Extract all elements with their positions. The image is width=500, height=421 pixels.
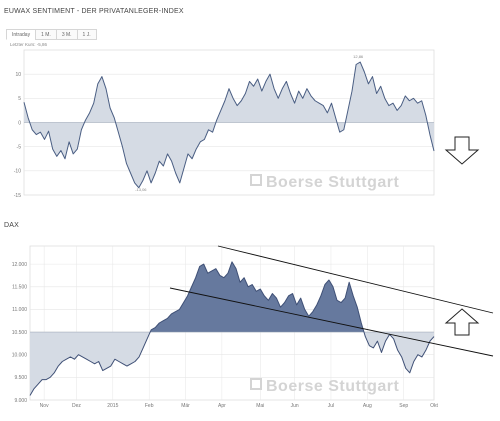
sentiment-annotation: 12,86 xyxy=(353,54,364,59)
dax-ytick-label: 11.500 xyxy=(12,285,27,291)
tab-intraday[interactable]: Intraday xyxy=(6,29,36,40)
dax-xtick-label: Sep xyxy=(399,403,408,409)
dax-xtick-label: Mär xyxy=(181,403,190,409)
dax-ytick-label: 9.500 xyxy=(14,375,27,381)
watermark-logo-icon xyxy=(250,378,262,390)
sentiment-watermark-text: Boerse Stuttgart xyxy=(266,174,400,191)
watermark-logo-icon xyxy=(250,174,262,186)
dax-ytick-label: 11.000 xyxy=(12,307,27,313)
sentiment-ytick-label: -10 xyxy=(14,169,21,175)
sentiment-title: EUWAX SENTIMENT - DER PRIVATANLEGER-INDE… xyxy=(4,8,184,15)
dax-xtick-label: Nov xyxy=(40,403,49,409)
sentiment-ytick-label: 0 xyxy=(18,120,21,126)
dax-ytick-label: 9.000 xyxy=(14,398,27,404)
sentiment-ytick-label: -5 xyxy=(17,144,22,150)
sentiment-annotation: -13,06 xyxy=(135,187,147,192)
dax-series-line xyxy=(29,261,435,396)
dax-xtick-label: 2015 xyxy=(107,403,118,409)
tab-1j[interactable]: 1 J. xyxy=(76,29,97,40)
last-value: Letzter Kurs: -5,86 xyxy=(10,42,48,47)
dax-title: DAX xyxy=(4,222,19,229)
tab-1m[interactable]: 1 M. xyxy=(35,29,56,40)
sentiment-series-line xyxy=(23,61,435,189)
dax-ytick-label: 10.500 xyxy=(12,330,28,336)
dax-area-below xyxy=(30,332,434,396)
timeframe-tabs: Intraday 1 M. 3 M. 1 J. xyxy=(6,29,97,40)
dax-xtick-label: Feb xyxy=(145,403,154,409)
sentiment-ytick-label: -15 xyxy=(14,193,21,199)
dax-ytick-label: 10.000 xyxy=(12,353,28,359)
down-arrow-icon xyxy=(444,136,480,165)
dax-xtick-label: Jul xyxy=(328,403,334,409)
dax-watermark: Boerse Stuttgart xyxy=(250,378,399,396)
sentiment-watermark: Boerse Stuttgart xyxy=(250,174,399,192)
sentiment-area xyxy=(24,62,434,188)
up-arrow-icon xyxy=(444,308,480,336)
dax-xtick-label: Dez xyxy=(72,403,81,409)
dax-area-above xyxy=(150,261,364,333)
dax-xtick-label: Aug xyxy=(363,403,372,409)
dax-xtick-label: Apr xyxy=(218,403,226,409)
dax-watermark-text: Boerse Stuttgart xyxy=(266,378,400,395)
dax-xtick-label: Mai xyxy=(256,403,264,409)
sentiment-ytick-label: 5 xyxy=(18,96,21,102)
dax-trendline-upper xyxy=(217,245,494,314)
dax-ytick-label: 12.000 xyxy=(12,262,28,268)
dax-xtick-label: Okt xyxy=(430,403,438,409)
dax-trendline-lower xyxy=(169,287,494,357)
dax-xtick-label: Jun xyxy=(291,403,299,409)
tab-3m[interactable]: 3 M. xyxy=(55,29,77,40)
sentiment-ytick-label: 10 xyxy=(15,72,21,78)
